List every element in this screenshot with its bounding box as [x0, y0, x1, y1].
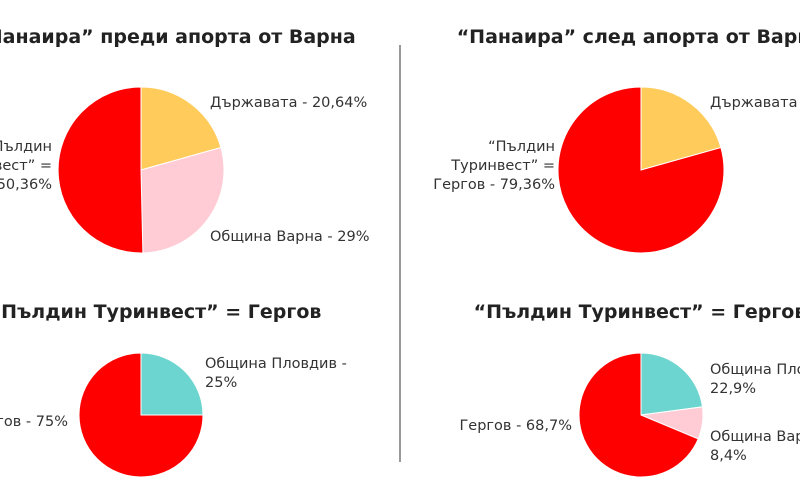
slice-label: Община Варна - 29% — [210, 229, 370, 245]
slice-label-line: Гергов - 68,7% — [459, 418, 572, 434]
chart-title: “Панаира” преди апорта от Варна — [0, 26, 356, 48]
chart-title: “Пълдин Туринвест” = Гергов — [474, 301, 800, 323]
slice-label-line: Гергов - 50,36% — [0, 177, 52, 193]
slice-label-line: Туринвест” = — [0, 158, 52, 174]
chart-title: “Пълдин Туринвест” = Гергов — [0, 301, 321, 323]
slice-label-line: Община Пловдив - — [710, 362, 800, 378]
slice-label: Община Варна - 8,4% — [710, 429, 800, 464]
slice-label-line: 22,9% — [710, 381, 756, 397]
pie-slice — [578, 352, 699, 478]
pie-slice — [57, 86, 144, 254]
slice-label-line: 25% — [205, 375, 237, 391]
slice-label-line: Гергов - 75% — [0, 414, 68, 430]
slice-label-line: Туринвест” = — [450, 158, 555, 174]
slice-label: Държавата - 20,64% — [210, 95, 367, 111]
pie-chart-2: “Панаира” след апорта от Варна Държавата … — [433, 26, 800, 254]
slice-label-line: Община Варна - 29% — [210, 229, 370, 245]
slice-label: Държавата - 20,64% — [710, 95, 800, 111]
pie-chart-1: “Панаира” преди апорта от Варна Държавата… — [0, 26, 370, 254]
slice-label-line: Държавата - 20,64% — [210, 95, 367, 111]
pie-slice — [140, 146, 225, 254]
slice-label: Гергов - 75% — [0, 414, 68, 430]
slice-label-line: Държавата - 20,64% — [710, 95, 800, 111]
slice-label-line: Община Пловдив - — [205, 356, 347, 372]
pie-slice — [640, 352, 704, 416]
pie-chart-3: “Пълдин Туринвест” = Гергов Община Пловди… — [0, 301, 347, 478]
pie-slice — [78, 352, 204, 478]
slice-label-line: Гергов - 79,36% — [433, 177, 555, 193]
slice-label-line: “Пълдин — [488, 139, 555, 155]
pie-chart-4: “Пълдин Туринвест” = Гергов Община Пловди… — [459, 301, 800, 478]
pie-slice — [140, 352, 204, 416]
slice-label-line: Община Варна - — [710, 429, 800, 445]
pie-slice — [640, 86, 722, 171]
chart-title: “Панаира” след апорта от Варна — [457, 26, 800, 48]
pie-slice — [557, 86, 725, 254]
slice-label: Община Пловдив - 25% — [205, 356, 347, 391]
slice-label: Община Пловдив - 22,9% — [710, 362, 800, 397]
slice-label: “Пълдин Туринвест” = Гергов - 50,36% — [0, 139, 52, 193]
slice-label: Гергов - 68,7% — [459, 418, 572, 434]
slice-label-line: “Пълдин — [0, 139, 52, 155]
slice-label: “Пълдин Туринвест” = Гергов - 79,36% — [433, 139, 555, 193]
pie-slice — [140, 86, 222, 171]
slice-label-line: 8,4% — [710, 448, 747, 464]
